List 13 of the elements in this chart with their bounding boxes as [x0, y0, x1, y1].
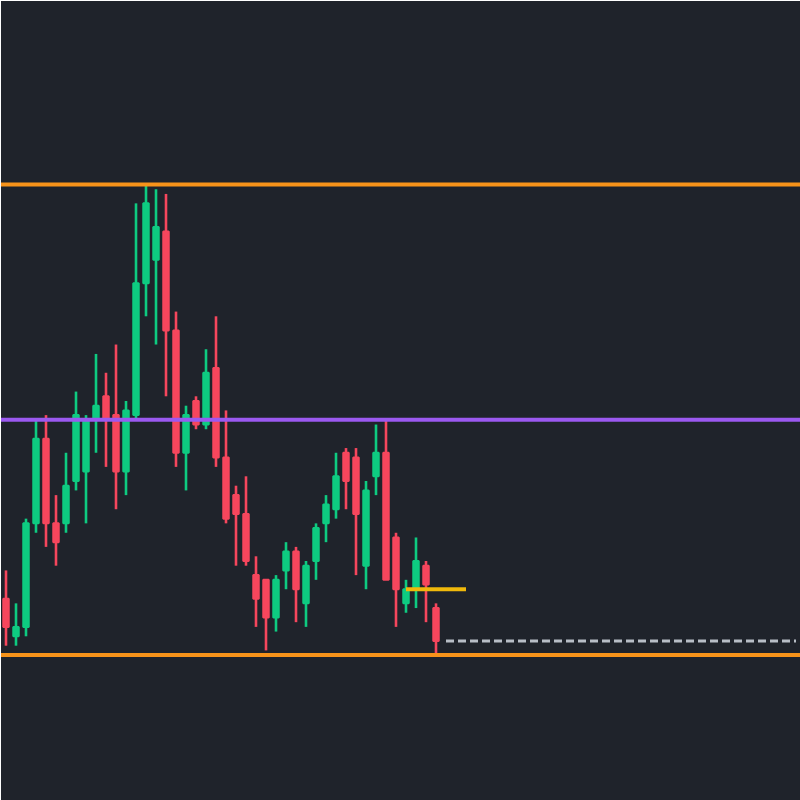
candlestick — [282, 540, 290, 591]
candlestick — [182, 404, 190, 492]
candlestick — [402, 578, 410, 615]
candlestick — [432, 602, 440, 657]
candlestick — [302, 559, 310, 629]
candlestick — [62, 451, 70, 535]
candlestick — [412, 536, 420, 610]
candlestick — [372, 423, 380, 497]
candlestick — [422, 559, 430, 624]
candlestick — [312, 522, 320, 582]
candlestick — [2, 569, 10, 648]
candlestick — [292, 545, 300, 624]
candlestick — [272, 573, 280, 633]
